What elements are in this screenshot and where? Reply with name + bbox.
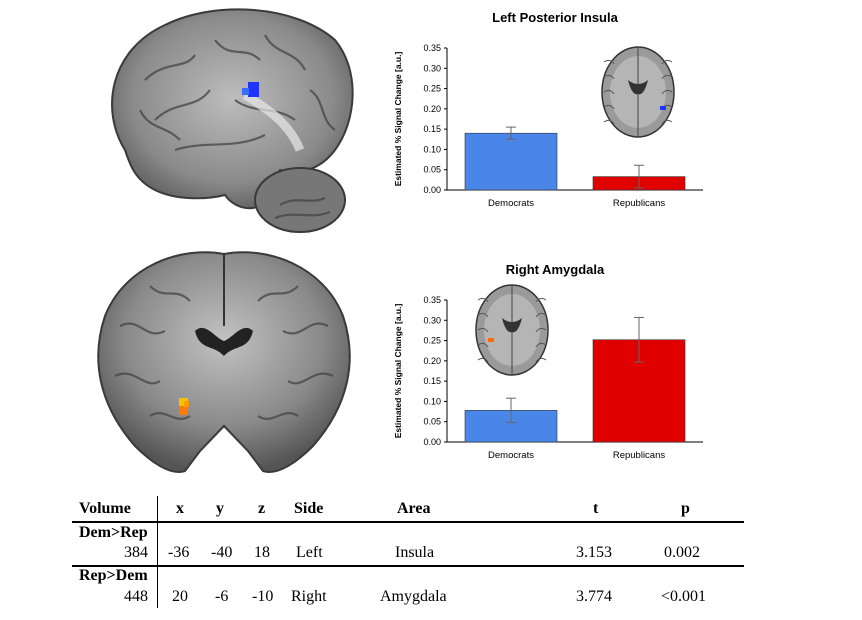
insula-chart: Left Posterior Insula Estimated % Signal … — [385, 4, 715, 216]
inset-gyrus-right — [661, 74, 673, 80]
inset-gyrus-right — [535, 357, 547, 363]
y-tick-label: 0.05 — [423, 417, 441, 427]
error-bar-republicans — [634, 164, 644, 189]
inset-ventricles — [628, 80, 648, 95]
header-x: x — [176, 500, 184, 517]
row1-p: 0.002 — [664, 544, 700, 561]
row2-x: 20 — [172, 588, 188, 605]
inset-gyrus-right — [535, 297, 547, 303]
inset-gyrus-right — [535, 342, 547, 348]
results-table: Volume x y z Side Area t p Dem>Rep 384 -… — [72, 496, 744, 614]
bar-democrats — [464, 132, 558, 191]
y-tick-label: 0.30 — [423, 315, 441, 325]
y-tick-label: 0.25 — [423, 336, 441, 346]
volume-column-rule — [157, 496, 158, 608]
y-tick-label: 0.30 — [423, 63, 441, 73]
inset-gyrus-left — [477, 357, 489, 363]
inset-gyrus-left — [603, 74, 615, 80]
x-tick-label-democrats: Democrats — [488, 450, 534, 461]
row2-p: <0.001 — [661, 588, 707, 605]
inset-gyrus-right — [661, 119, 673, 125]
error-bar-democrats — [506, 126, 516, 140]
group-label-dem-rep: Dem>Rep — [79, 524, 148, 541]
inset-gyrus-left — [603, 59, 615, 65]
row2-area: Amygdala — [380, 588, 447, 605]
inset-gyrus-left — [603, 104, 615, 110]
inset-gyri — [477, 297, 547, 363]
inset-gyrus-right — [535, 312, 547, 318]
header-volume: Volume — [79, 500, 131, 517]
header-area: Area — [397, 500, 431, 517]
row1-y: -40 — [211, 544, 233, 561]
inset-gyrus-left — [477, 327, 489, 333]
inset-gyrus-left — [603, 89, 615, 95]
row1-x: -36 — [168, 544, 190, 561]
header-side: Side — [294, 500, 324, 517]
header-rule — [72, 521, 744, 523]
row1-z: 18 — [254, 544, 270, 561]
group-label-rep-dem: Rep>Dem — [79, 567, 148, 584]
inset-gyrus-right — [661, 89, 673, 95]
error-bar-democrats — [506, 397, 516, 424]
y-tick-label: 0.10 — [423, 396, 441, 406]
inset-gyrus-right — [535, 327, 547, 333]
chart-title: Right Amygdala — [506, 262, 605, 277]
y-tick-label: 0.35 — [423, 43, 441, 53]
row1-area: Insula — [395, 544, 435, 561]
axial-brain-inset — [475, 284, 549, 376]
coronal-brain-image — [90, 246, 358, 486]
inset-gyrus-right — [661, 59, 673, 65]
row1-volume: 384 — [124, 544, 148, 561]
inset-activation — [488, 338, 494, 342]
y-tick-label: 0.05 — [423, 165, 441, 175]
inset-gyrus-left — [603, 119, 615, 125]
y-tick-label: 0.20 — [423, 356, 441, 366]
sagittal-brain-image — [95, 0, 360, 240]
y-axis-label: Estimated % Signal Change [a.u.] — [393, 304, 403, 439]
y-tick-label: 0.20 — [423, 104, 441, 114]
inset-gyrus-left — [477, 312, 489, 318]
y-tick-label: 0.15 — [423, 124, 441, 134]
group-rule — [72, 565, 744, 567]
amygdala-chart: Right Amygdala Estimated % Signal Change … — [385, 256, 715, 468]
y-tick-label: 0.00 — [423, 185, 441, 195]
inset-activation — [660, 106, 666, 110]
y-tick-label: 0.35 — [423, 295, 441, 305]
row2-volume: 448 — [124, 588, 148, 605]
x-tick-label-democrats: Democrats — [488, 198, 534, 209]
y-tick-label: 0.00 — [423, 437, 441, 447]
y-tick-label: 0.10 — [423, 144, 441, 154]
y-tick-label: 0.25 — [423, 84, 441, 94]
inset-gyrus-left — [477, 297, 489, 303]
row2-t: 3.774 — [576, 588, 612, 605]
error-bar-republicans — [634, 316, 644, 363]
row1-side: Left — [296, 544, 323, 561]
row2-side: Right — [291, 588, 327, 605]
header-y: y — [216, 500, 224, 517]
inset-gyrus-left — [477, 342, 489, 348]
header-p: p — [681, 500, 690, 517]
header-z: z — [258, 500, 266, 517]
inset-ventricles — [502, 318, 522, 333]
y-tick-label: 0.15 — [423, 376, 441, 386]
axial-brain-inset — [601, 46, 675, 138]
row2-z: -10 — [252, 588, 274, 605]
row1-t: 3.153 — [576, 544, 612, 561]
y-axis-label: Estimated % Signal Change [a.u.] — [393, 52, 403, 187]
row2-y: -6 — [215, 588, 229, 605]
header-t: t — [593, 500, 599, 517]
x-tick-label-republicans: Republicans — [613, 450, 666, 461]
chart-title: Left Posterior Insula — [492, 10, 618, 25]
x-tick-label-republicans: Republicans — [613, 198, 666, 209]
